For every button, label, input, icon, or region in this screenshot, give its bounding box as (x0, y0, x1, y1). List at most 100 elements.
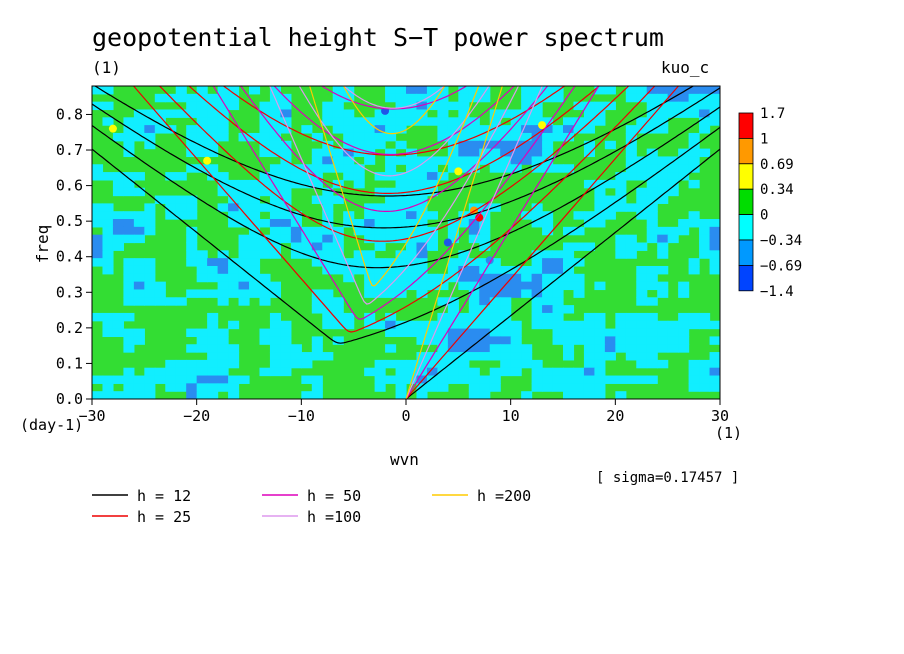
field-cell (552, 265, 564, 275)
field-cell (636, 344, 648, 353)
field-cell (699, 359, 711, 369)
field-cell (332, 179, 344, 189)
field-cell (175, 172, 187, 181)
field-cell (709, 367, 720, 377)
field-cell (531, 367, 543, 377)
field-cell (479, 312, 491, 322)
field-cell (594, 383, 606, 392)
field-cell (542, 219, 554, 228)
field-cell (269, 242, 281, 251)
field-cell (563, 328, 575, 338)
field-cell (385, 375, 397, 384)
field-cell (500, 359, 512, 369)
field-cell (217, 172, 229, 181)
field-cell (437, 125, 449, 134)
field-cell (395, 179, 407, 189)
field-cell (322, 101, 334, 111)
field-cell (688, 219, 700, 228)
field-cell (196, 367, 208, 377)
field-cell (364, 281, 376, 291)
field-cell (510, 156, 522, 165)
field-cell (583, 101, 595, 111)
field-cell (479, 352, 491, 361)
field-cell (657, 234, 669, 244)
field-cell (238, 211, 250, 220)
field-cell (311, 226, 323, 236)
field-cell (678, 289, 690, 298)
field-cell (395, 109, 407, 118)
field-cell (364, 219, 376, 228)
field-cell (280, 211, 292, 220)
field-cell (259, 172, 271, 181)
field-cell (322, 250, 334, 259)
field-cell (583, 383, 595, 392)
curve-h-25 (405, 86, 680, 399)
field-cell (228, 86, 240, 95)
colorbar-swatch (738, 112, 754, 139)
field-cell (416, 336, 428, 345)
field-cell (573, 226, 585, 236)
field-cell (636, 297, 648, 306)
field-cell (269, 226, 281, 236)
field-cell (92, 258, 104, 267)
field-cell (144, 140, 156, 150)
field-cell (646, 125, 658, 134)
field-cell (217, 101, 229, 111)
field-cell (322, 258, 334, 267)
field-cell (154, 195, 166, 204)
field-cell (102, 328, 114, 338)
field-cell (563, 132, 575, 142)
field-cell (625, 156, 637, 165)
field-cell (625, 172, 637, 181)
field-cell (646, 281, 658, 291)
field-cell (228, 203, 240, 212)
field-cell (615, 328, 627, 338)
field-cell (667, 109, 679, 118)
field-cell (374, 109, 386, 118)
field-cell (343, 219, 355, 228)
field-cell (238, 203, 250, 212)
field-cell (510, 265, 522, 275)
colorbar-swatch (738, 264, 754, 292)
field-cell (500, 281, 512, 291)
curve-h-50 (240, 86, 549, 212)
field-cell (144, 132, 156, 142)
field-cell (458, 336, 470, 345)
field-cell (688, 140, 700, 150)
field-cell (646, 320, 658, 330)
curve-h-12 (92, 126, 720, 344)
field-cell (322, 148, 334, 158)
field-cell (542, 320, 554, 330)
field-cell (563, 250, 575, 259)
field-cell (426, 211, 438, 220)
field-cell (573, 242, 585, 251)
field-cell (552, 320, 564, 330)
field-cell (364, 148, 376, 158)
field-cell (154, 367, 166, 377)
field-cell (678, 164, 690, 173)
field-cell (604, 140, 616, 150)
field-cell (280, 109, 292, 118)
field-cell (290, 172, 302, 181)
field-cell (437, 109, 449, 118)
field-cell (406, 367, 418, 377)
field-cell (479, 219, 491, 228)
field-cell (364, 367, 376, 377)
field-cell (416, 383, 428, 392)
field-cell (552, 328, 564, 338)
field-cell (385, 289, 397, 298)
field-cell (646, 187, 658, 197)
field-cell (406, 328, 418, 338)
field-cell (133, 132, 145, 142)
field-cell (395, 203, 407, 212)
field-cell (646, 195, 658, 204)
field-cell (416, 93, 428, 103)
field-cell (175, 367, 187, 377)
field-cell (123, 297, 135, 306)
field-cell (437, 344, 449, 353)
field-cell (343, 164, 355, 173)
field-cell (447, 312, 459, 322)
field-cell (343, 273, 355, 283)
field-cell (500, 265, 512, 275)
field-cell (290, 226, 302, 236)
